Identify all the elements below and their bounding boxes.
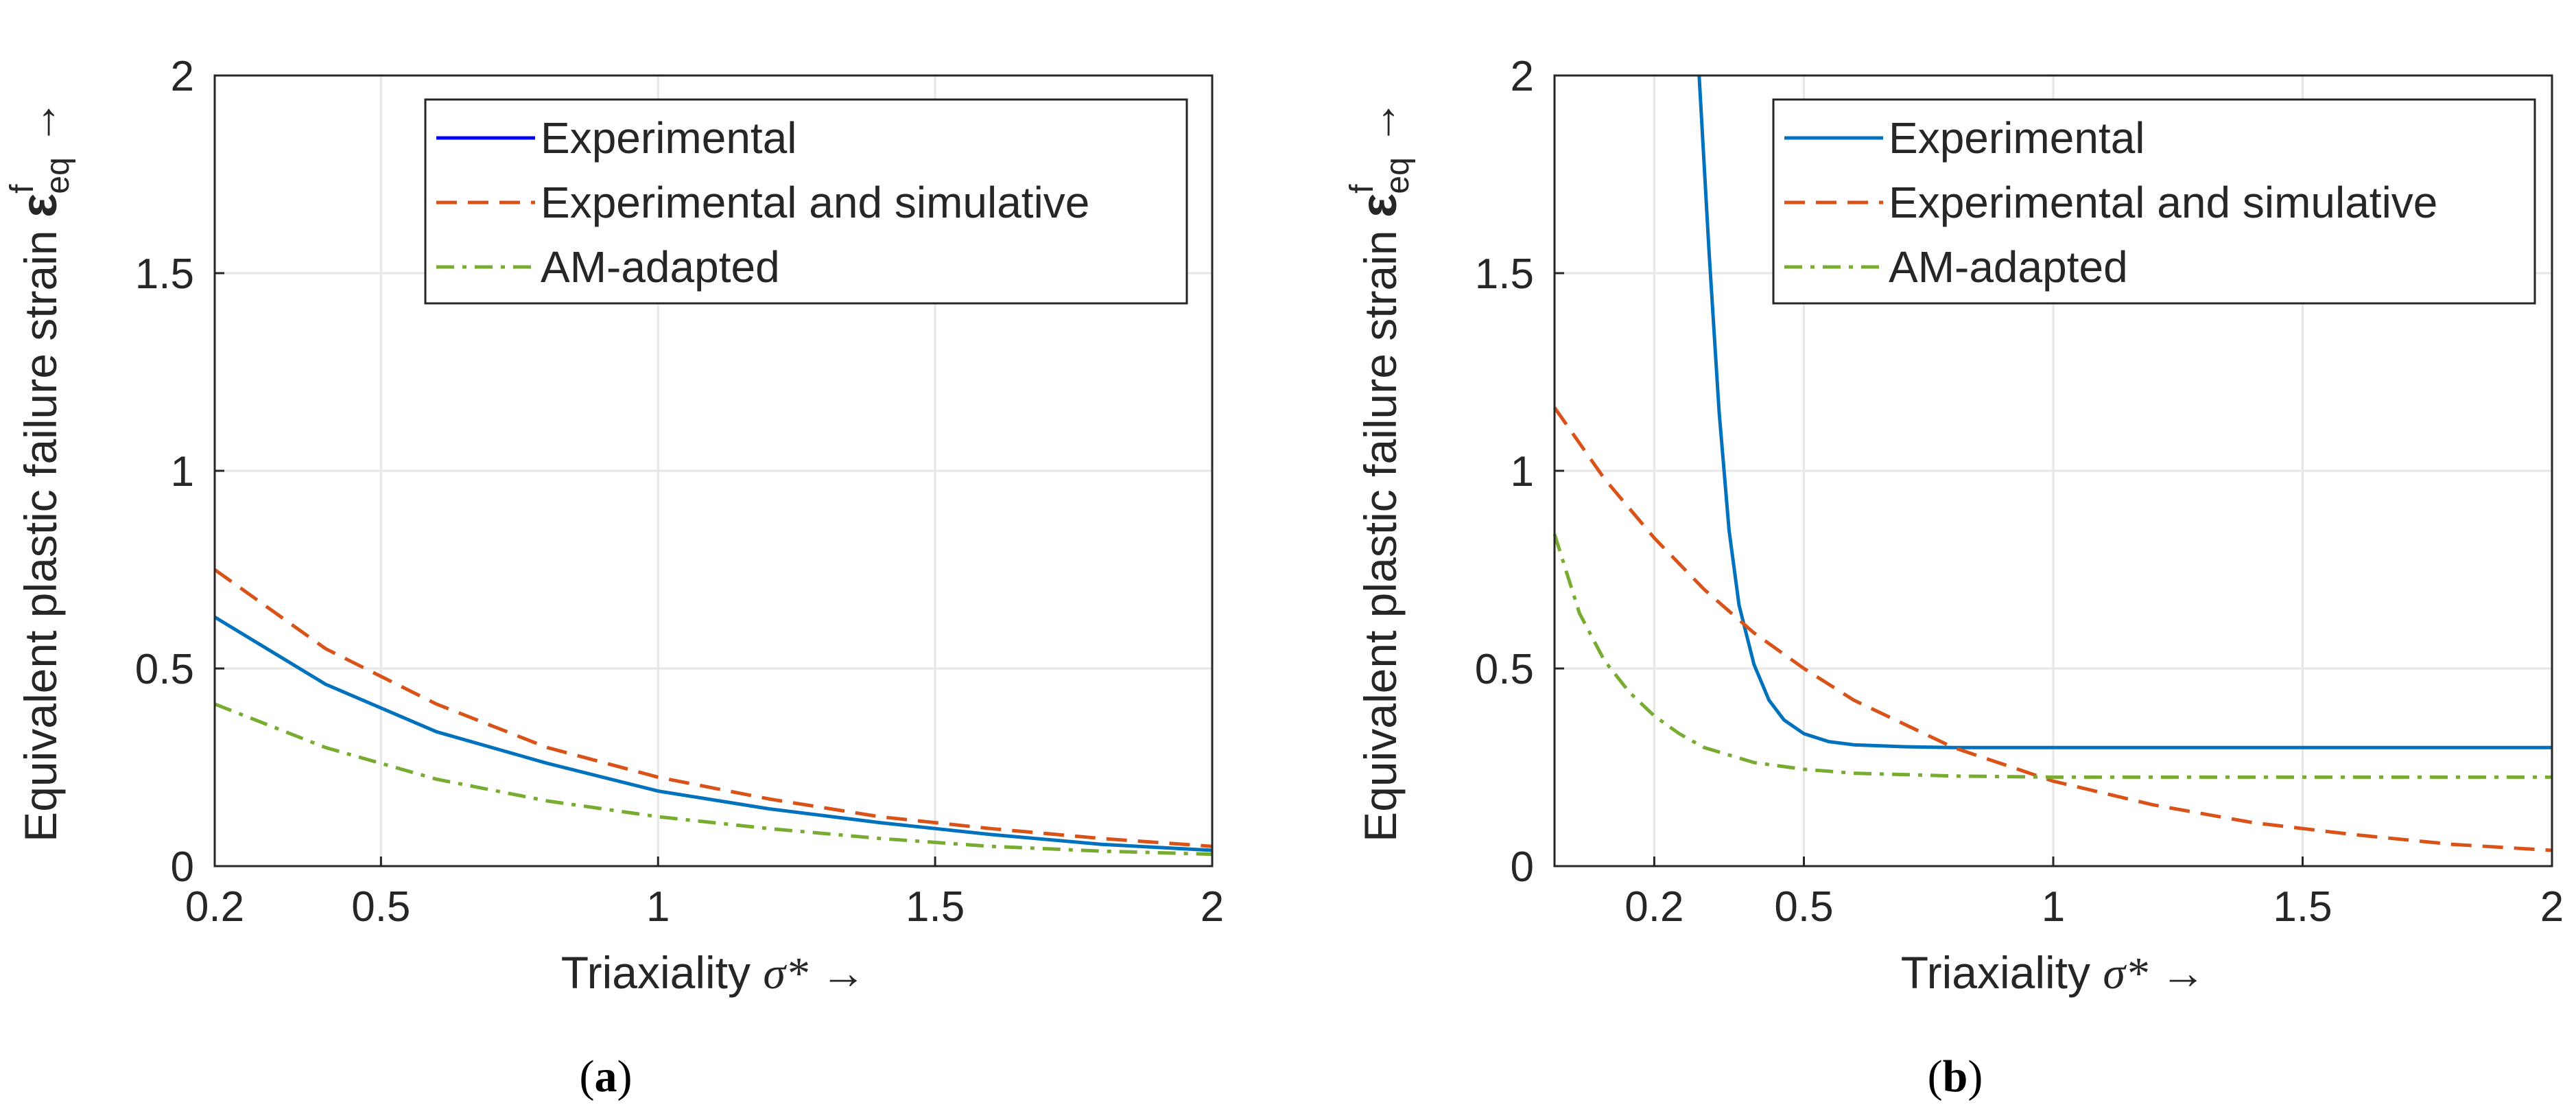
series-line-experimental-and-simulative	[213, 568, 1213, 848]
legend-label: AM-adapted	[541, 242, 780, 292]
x-tick-label: 2	[2540, 883, 2564, 931]
x-tick-label: 1	[2042, 883, 2065, 931]
legend: Experimental Experimental and simulative A…	[424, 98, 1188, 305]
y-axis-label: Equivalent plastic failure strain εfeq→	[1344, 100, 1416, 842]
figure-caption: (a)	[580, 1051, 633, 1102]
chart-a: 0.2 0.5 1 1.5 2 0 0.5 1 1.5 2 Triaxiality σ* → Equi…	[4, 53, 1224, 1102]
legend-label: AM-adapted	[1889, 242, 2128, 292]
x-tick-label: 2	[1201, 883, 1224, 931]
legend-label: Experimental	[1889, 113, 2145, 163]
series-line-experimental	[213, 615, 1213, 852]
figure-caption: (b)	[1928, 1051, 1983, 1102]
y-axis-label: Equivalent plastic failure strain εfeq→	[4, 100, 76, 842]
series-line-am-adapted	[1552, 533, 2552, 779]
x-axis-label: Triaxiality σ* →	[561, 947, 866, 999]
y-tick-label: 1.5	[135, 251, 194, 298]
legend-box	[424, 98, 1188, 305]
x-tick-label: 1.5	[906, 883, 965, 931]
x-axis-label: Triaxiality σ* →	[1901, 947, 2206, 999]
x-tick-label: 0.5	[351, 883, 410, 931]
series-line-experimental-and-simulative	[1552, 406, 2553, 852]
y-tick-label: 2	[171, 53, 194, 100]
y-tick-label: 2	[1511, 53, 1534, 100]
chart-b: 0.2 0.5 1 1.5 2 0 0.5 1 1.5 2 Triaxiality σ* → Equi…	[1344, 53, 2564, 1102]
y-tick-label: 1	[171, 448, 194, 496]
series-line-experimental	[1697, 75, 2552, 749]
y-tick-label: 0.5	[135, 646, 194, 693]
y-tick-label: 0	[171, 843, 194, 891]
legend: Experimental Experimental and simulative A…	[1772, 98, 2536, 305]
series-line-am-adapted	[214, 702, 1213, 857]
y-tick-label: 1	[1511, 448, 1534, 496]
legend-label: Experimental and simulative	[541, 178, 1089, 227]
x-tick-label: 0.2	[1624, 883, 1683, 931]
legend-label: Experimental and simulative	[1889, 178, 2437, 227]
x-tick-label: 0.5	[1774, 883, 1833, 931]
x-tick-label: 1.5	[2273, 883, 2332, 931]
legend-label: Experimental	[541, 113, 797, 163]
y-tick-label: 0	[1511, 843, 1534, 891]
y-tick-label: 0.5	[1475, 646, 1534, 693]
x-tick-label: 1	[646, 883, 670, 931]
legend-box	[1772, 98, 2536, 305]
y-tick-label: 1.5	[1475, 251, 1534, 298]
x-tick-label: 0.2	[185, 883, 244, 931]
